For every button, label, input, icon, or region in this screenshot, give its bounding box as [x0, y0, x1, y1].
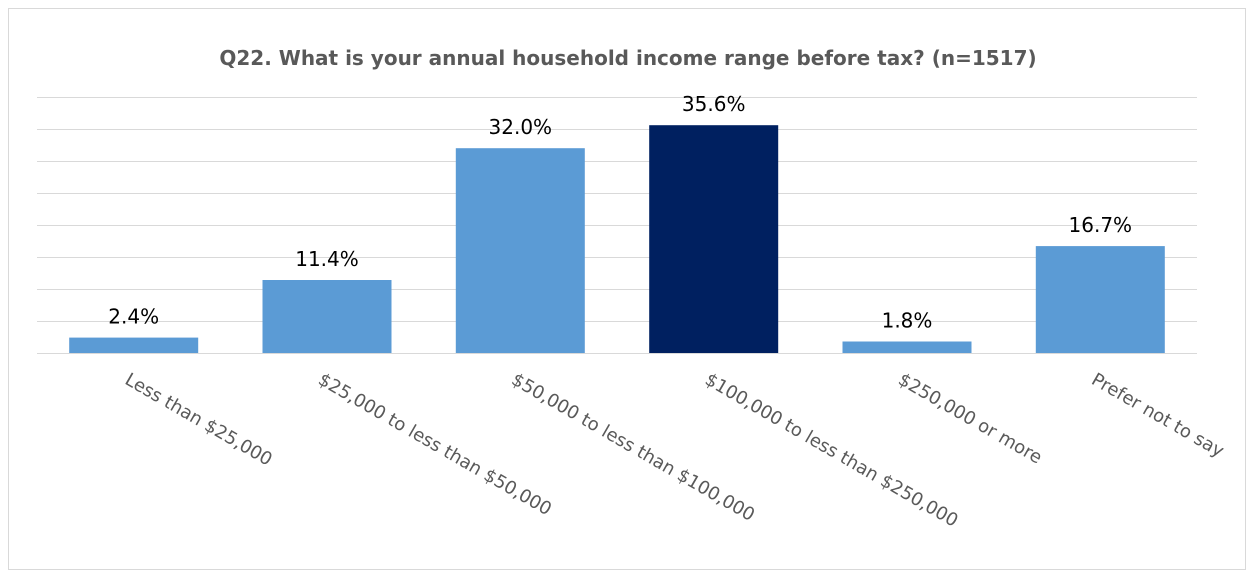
bar — [842, 341, 972, 353]
gridlines — [37, 97, 1197, 354]
bar — [69, 337, 199, 353]
data-label: 2.4% — [108, 305, 159, 329]
bar — [262, 280, 392, 353]
data-label: 11.4% — [295, 247, 359, 271]
bar — [455, 148, 585, 353]
bar — [649, 125, 779, 353]
data-label: 35.6% — [682, 92, 746, 116]
data-label: 32.0% — [489, 115, 553, 139]
chart-frame: Q22. What is your annual household incom… — [8, 8, 1246, 570]
x-tick-label: Prefer not to say — [1088, 369, 1228, 462]
data-labels: 2.4% 11.4% 32.0% 35.6% 1.8% 16.7% — [108, 92, 1132, 332]
bar-chart: Q22. What is your annual household incom… — [37, 46, 1228, 532]
bars — [69, 125, 1165, 353]
chart-title: Q22. What is your annual household incom… — [219, 46, 1036, 70]
bar — [1035, 246, 1165, 353]
data-label: 1.8% — [882, 309, 933, 333]
x-tick-label: $250,000 or more — [895, 369, 1046, 468]
data-label: 16.7% — [1069, 213, 1133, 237]
x-axis-tick-labels: Less than $25,000 $25,000 to less than $5… — [121, 369, 1228, 531]
x-tick-label: Less than $25,000 — [121, 369, 276, 470]
